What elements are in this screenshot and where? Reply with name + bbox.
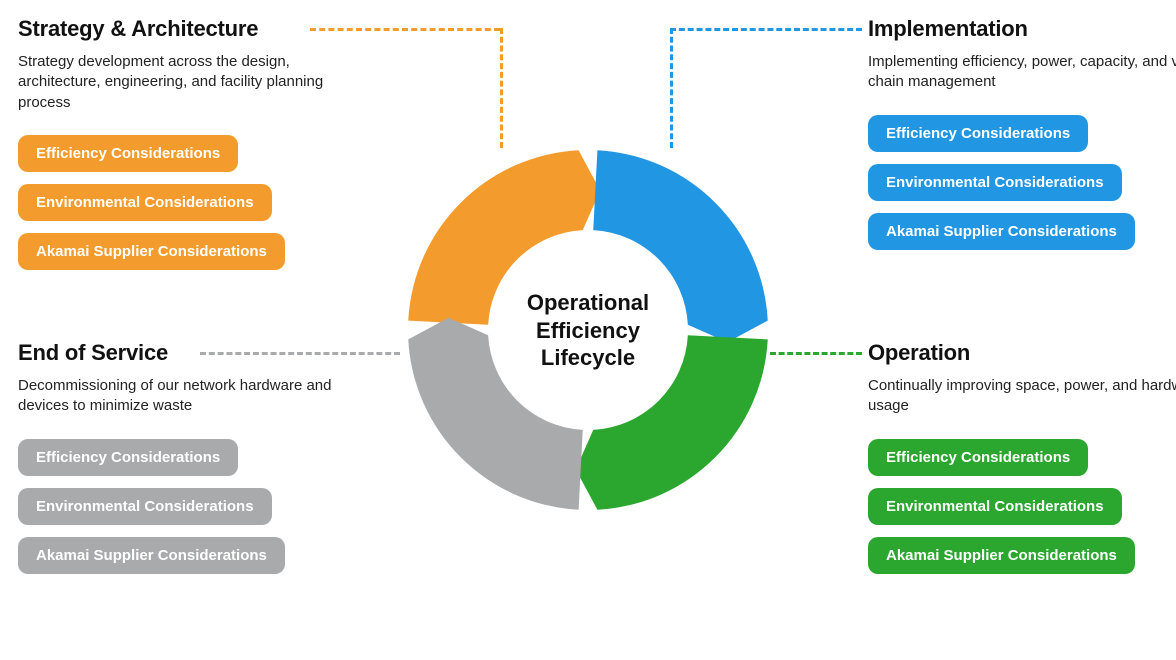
quadrant-desc: Decommissioning of our network hardware … xyxy=(18,376,358,417)
leader-v xyxy=(670,28,673,148)
pill-environmental[interactable]: Environmental Considerations xyxy=(18,184,272,221)
pill-supplier[interactable]: Akamai Supplier Considerations xyxy=(868,537,1135,574)
pill-efficiency[interactable]: Efficiency Considerations xyxy=(868,439,1088,476)
quadrant-desc: Continually improving space, power, and … xyxy=(868,376,1176,417)
leader-h xyxy=(770,352,862,355)
leader-v xyxy=(500,28,503,148)
leader-h xyxy=(200,352,400,355)
quadrant-operation: Operation Continually improving space, p… xyxy=(868,340,1176,586)
pill-environmental[interactable]: Environmental Considerations xyxy=(868,164,1122,201)
pill-environmental[interactable]: Environmental Considerations xyxy=(868,488,1122,525)
pill-efficiency[interactable]: Efficiency Considerations xyxy=(18,439,238,476)
pill-efficiency[interactable]: Efficiency Considerations xyxy=(868,115,1088,152)
pill-efficiency[interactable]: Efficiency Considerations xyxy=(18,135,238,172)
quadrant-title: Operation xyxy=(868,340,1176,366)
quadrant-desc: Strategy development across the design, … xyxy=(18,52,358,113)
quadrant-title: Strategy & Architecture xyxy=(18,16,358,42)
pill-supplier[interactable]: Akamai Supplier Considerations xyxy=(18,537,285,574)
center-title: OperationalEfficiencyLifecycle xyxy=(527,289,649,372)
leader-h xyxy=(310,28,500,31)
pill-supplier[interactable]: Akamai Supplier Considerations xyxy=(868,213,1135,250)
quadrant-strategy: Strategy & Architecture Strategy develop… xyxy=(18,16,358,282)
quadrant-implementation: Implementation Implementing efficiency, … xyxy=(868,16,1176,262)
quadrant-title: Implementation xyxy=(868,16,1176,42)
pill-environmental[interactable]: Environmental Considerations xyxy=(18,488,272,525)
leader-h xyxy=(670,28,862,31)
quadrant-desc: Implementing efficiency, power, capacity… xyxy=(868,52,1176,93)
pill-supplier[interactable]: Akamai Supplier Considerations xyxy=(18,233,285,270)
lifecycle-donut: OperationalEfficiencyLifecycle xyxy=(398,140,778,520)
quadrant-end-of-service: End of Service Decommissioning of our ne… xyxy=(18,340,358,586)
